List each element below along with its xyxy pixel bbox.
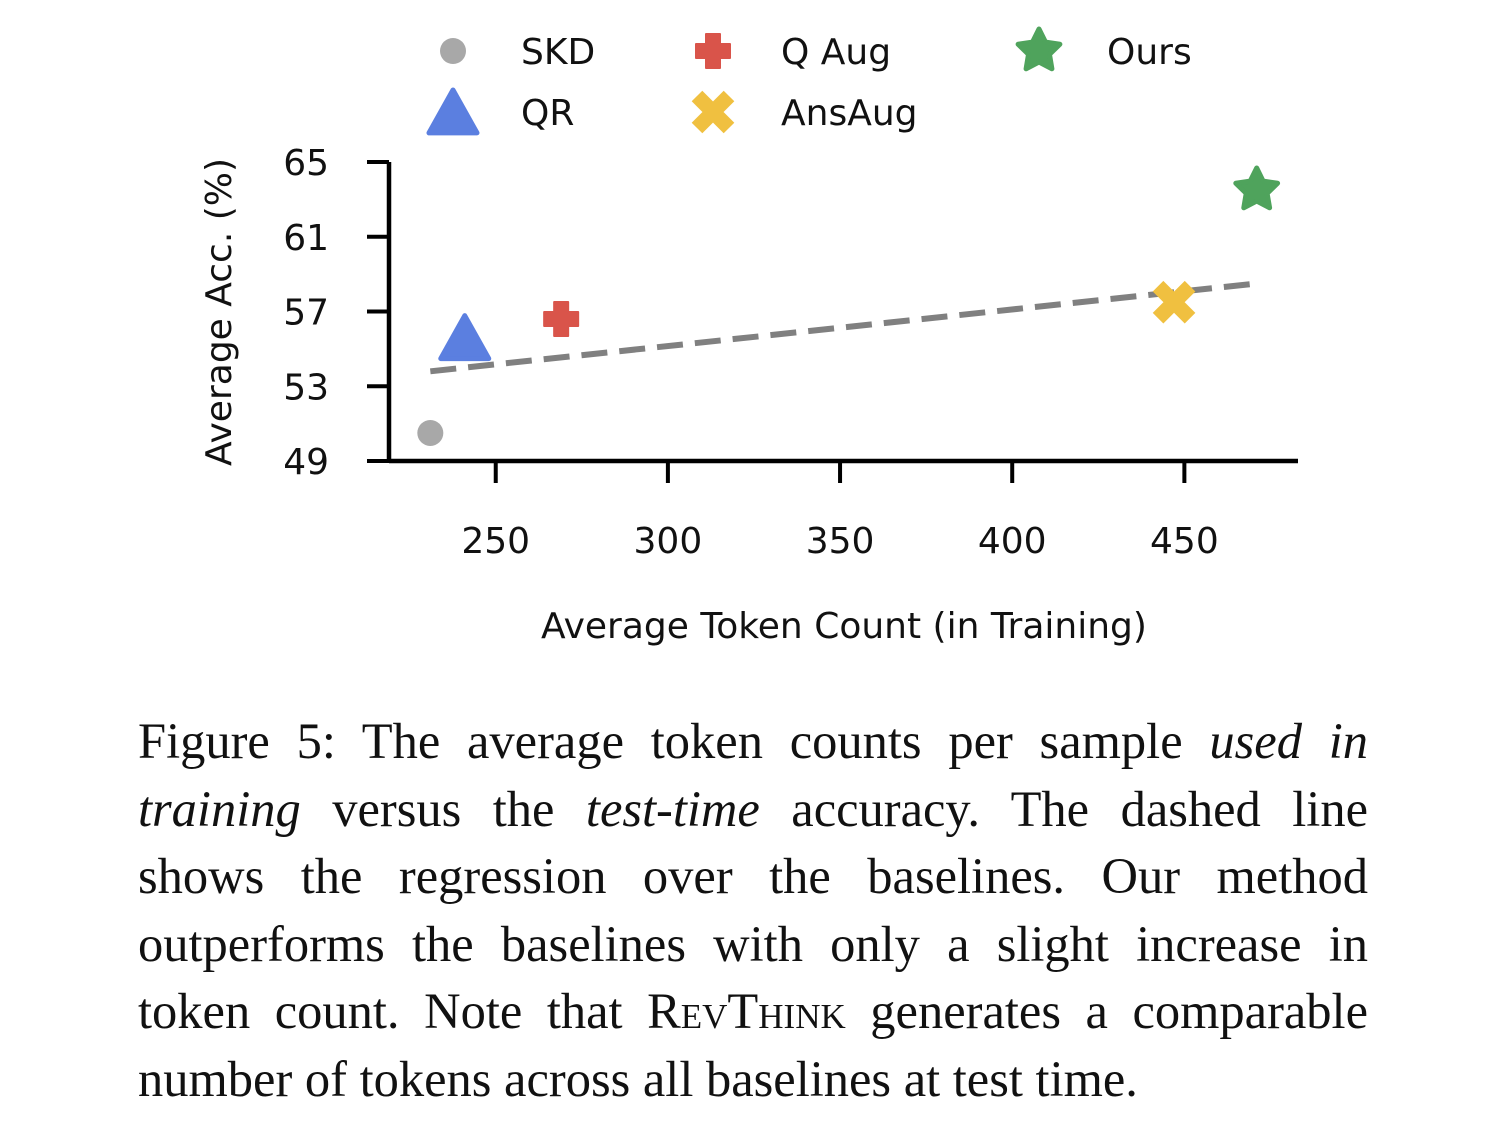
legend-marker (1015, 26, 1063, 72)
legend-item-skd: SKD (440, 32, 595, 73)
legend: SKD QR Q Aug AnsAug Ours (426, 26, 1192, 136)
point-q-aug (543, 300, 580, 337)
legend-label: Q Aug (781, 32, 891, 73)
legend-marker (695, 33, 731, 69)
legend-marker (440, 38, 466, 64)
legend-label: SKD (521, 32, 595, 73)
x-tick-label: 450 (1150, 521, 1219, 562)
legend-label: Ours (1107, 32, 1192, 73)
legend-label: QR (521, 93, 574, 134)
x-tick-label: 350 (806, 521, 875, 562)
x-tick-label: 300 (634, 521, 703, 562)
data-points (417, 165, 1281, 446)
legend-item-ansaug: AnsAug (691, 90, 918, 134)
y-tick-label: 49 (283, 442, 329, 483)
legend-item-qr: QR (426, 87, 574, 136)
regression-line (430, 280, 1257, 375)
legend-item-q-aug: Q Aug (695, 32, 891, 73)
point-ansaug (1152, 280, 1196, 324)
legend-item-ours: Ours (1015, 26, 1192, 73)
x-tick-label: 400 (978, 521, 1047, 562)
point-ours (1233, 165, 1281, 211)
legend-marker (691, 90, 735, 134)
scatter-chart: SKD QR Q Aug AnsAug Ours 49 53 57 61 65 250 300 350… (199, 26, 1298, 647)
x-axis-label: Average Token Count (in Training) (541, 606, 1147, 647)
legend-marker (426, 87, 480, 136)
regression-dashed-line (430, 280, 1257, 375)
figure-label: Figure 5: (138, 713, 336, 769)
axes: 49 53 57 61 65 250 300 350 400 450 (283, 143, 1298, 562)
y-tick-label: 53 (283, 367, 329, 408)
x-tick-label: 250 (461, 521, 530, 562)
point-qr (438, 313, 492, 362)
y-tick-label: 57 (283, 293, 329, 334)
y-axis-label: Average Acc. (%) (199, 158, 240, 466)
point-skd (417, 419, 444, 446)
y-tick-label: 61 (283, 218, 329, 259)
method-name: RevThink (647, 983, 846, 1039)
legend-label: AnsAug (781, 93, 918, 134)
y-tick-label: 65 (283, 143, 329, 184)
figure-caption: Figure 5: The average token counts per s… (138, 713, 1369, 1107)
